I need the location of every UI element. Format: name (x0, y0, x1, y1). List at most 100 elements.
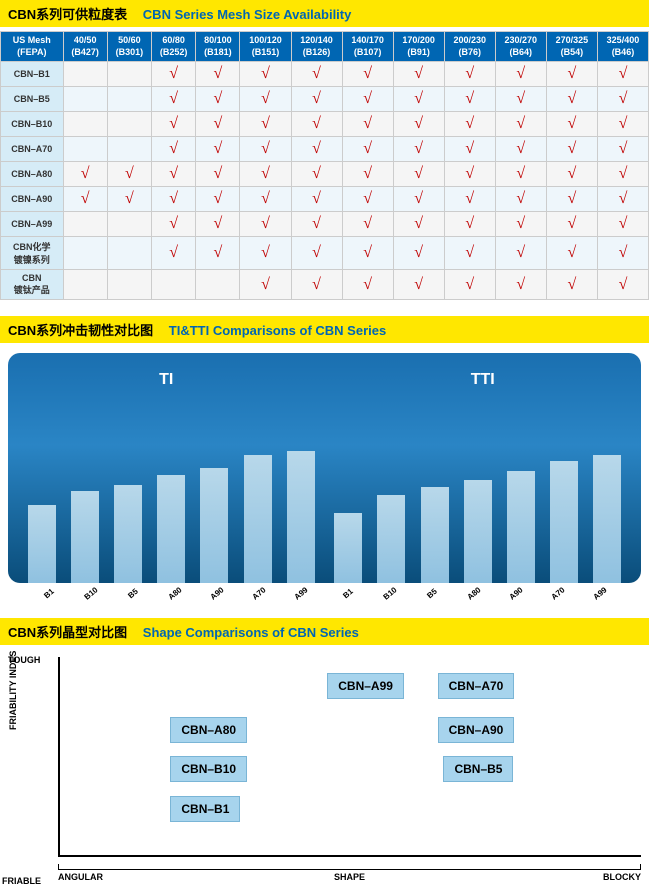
mesh-cell: √ (597, 112, 648, 137)
mesh-cell: √ (393, 62, 444, 87)
shape-box: CBN–B1 (170, 796, 240, 822)
check-icon: √ (261, 190, 270, 207)
check-icon: √ (261, 90, 270, 107)
mesh-cell (63, 137, 107, 162)
mesh-cell: √ (196, 87, 240, 112)
bar (421, 487, 449, 583)
mesh-cell: √ (495, 212, 546, 237)
x-right: BLOCKY (603, 872, 641, 882)
check-icon: √ (363, 190, 372, 207)
bar-x-label: B10 (75, 579, 107, 608)
check-icon: √ (414, 90, 423, 107)
x-left: ANGULAR (58, 872, 103, 882)
mesh-cell (107, 137, 151, 162)
x-center: SHAPE (334, 872, 365, 882)
mesh-cell: √ (546, 62, 597, 87)
check-icon: √ (213, 90, 222, 107)
mesh-cell: √ (342, 212, 393, 237)
check-icon: √ (213, 140, 222, 157)
check-icon: √ (567, 244, 576, 261)
check-icon: √ (261, 115, 270, 132)
bar-x-label: A80 (159, 579, 191, 608)
mesh-cell (107, 237, 151, 270)
mesh-cell: √ (444, 62, 495, 87)
mesh-cell: √ (393, 162, 444, 187)
check-icon: √ (169, 165, 178, 182)
row-label: CBN–A99 (1, 212, 64, 237)
row-label: CBN–A80 (1, 162, 64, 187)
check-icon: √ (213, 215, 222, 232)
mesh-cell: √ (393, 112, 444, 137)
shape-header-en: Shape Comparisons of CBN Series (143, 625, 359, 640)
mesh-col-9: 230/270(B64) (495, 32, 546, 62)
check-icon: √ (363, 90, 372, 107)
mesh-cell (107, 87, 151, 112)
mesh-col-11: 325/400(B46) (597, 32, 648, 62)
mesh-col-3: 80/100(B181) (196, 32, 240, 62)
mesh-cell: √ (152, 62, 196, 87)
mesh-cell: √ (495, 137, 546, 162)
mesh-col-8: 200/230(B76) (444, 32, 495, 62)
table-row: CBN–B10√√√√√√√√√√ (1, 112, 649, 137)
shape-container: TOUGH FRIABILITY INDES CBN–A99CBN–A70CBN… (8, 657, 641, 882)
bar-x-label: A90 (201, 579, 233, 608)
mesh-col-1: 50/60(B301) (107, 32, 151, 62)
check-icon: √ (567, 165, 576, 182)
mesh-cell: √ (495, 187, 546, 212)
check-icon: √ (516, 165, 525, 182)
mesh-cell: √ (495, 87, 546, 112)
check-icon: √ (312, 65, 321, 82)
shape-box: CBN–B10 (170, 756, 247, 782)
bar (287, 451, 315, 583)
check-icon: √ (567, 140, 576, 157)
x-axis: ANGULAR SHAPE BLOCKY (58, 869, 641, 882)
shape-box: CBN–A70 (438, 673, 515, 699)
check-icon: √ (261, 244, 270, 261)
mesh-cell (107, 62, 151, 87)
check-icon: √ (414, 244, 423, 261)
mesh-cell: √ (393, 137, 444, 162)
check-icon: √ (261, 65, 270, 82)
mesh-cell: √ (107, 187, 151, 212)
mesh-cell (63, 87, 107, 112)
mesh-cell: √ (342, 112, 393, 137)
check-icon: √ (312, 115, 321, 132)
mesh-cell (107, 112, 151, 137)
mesh-cell: √ (196, 62, 240, 87)
mesh-cell: √ (546, 212, 597, 237)
bar-x-label: B1 (332, 579, 364, 608)
mesh-col-5: 120/140(B126) (291, 32, 342, 62)
mesh-cell (152, 270, 196, 300)
barchart-header: CBN系列冲击韧性对比图 TI&TTI Comparisons of CBN S… (0, 316, 649, 343)
check-icon: √ (414, 115, 423, 132)
bar-x-label: A99 (584, 579, 616, 608)
ti-label: TI (8, 371, 325, 389)
mesh-cell (63, 62, 107, 87)
check-icon: √ (261, 215, 270, 232)
mesh-cell: √ (240, 212, 291, 237)
bar (157, 475, 185, 583)
mesh-cell: √ (495, 112, 546, 137)
mesh-cell: √ (291, 87, 342, 112)
row-label: CBN–A90 (1, 187, 64, 212)
check-icon: √ (81, 190, 90, 207)
mesh-cell: √ (196, 112, 240, 137)
check-icon: √ (213, 244, 222, 261)
check-icon: √ (312, 90, 321, 107)
mesh-cell (63, 112, 107, 137)
mesh-cell: √ (152, 162, 196, 187)
mesh-cell: √ (393, 87, 444, 112)
bar (28, 505, 56, 583)
shape-box: CBN–A99 (327, 673, 404, 699)
mesh-cell (107, 270, 151, 300)
bar (550, 461, 578, 583)
check-icon: √ (312, 276, 321, 293)
check-icon: √ (312, 190, 321, 207)
mesh-cell: √ (152, 212, 196, 237)
mesh-col-7: 170/200(B91) (393, 32, 444, 62)
check-icon: √ (516, 190, 525, 207)
check-icon: √ (567, 90, 576, 107)
bar (507, 471, 535, 583)
mesh-col-2: 60/80(B252) (152, 32, 196, 62)
check-icon: √ (414, 215, 423, 232)
